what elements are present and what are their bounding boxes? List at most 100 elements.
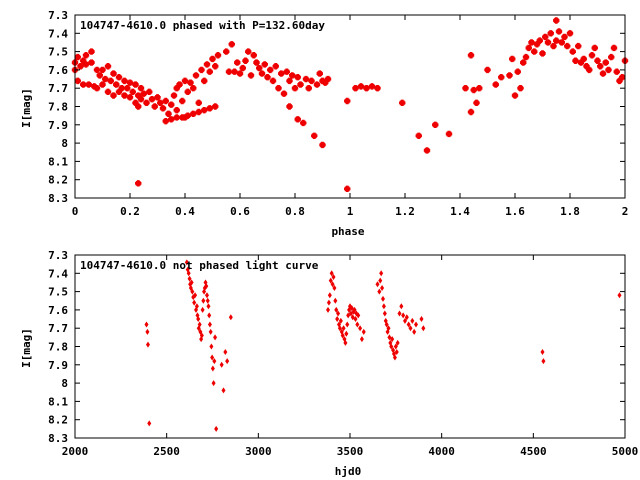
data-point [338,317,343,324]
data-point [597,63,604,70]
data-point [476,85,483,92]
data-point [569,48,576,55]
y-tick-label: 8.2 [48,414,68,427]
data-point [99,66,106,74]
data-point [613,68,620,75]
data-point [286,77,293,85]
data-point [214,52,222,59]
data-point [300,119,307,127]
data-point [82,61,90,68]
y-tick-label: 7.7 [48,322,68,335]
data-point [186,270,191,277]
data-point [540,348,545,355]
data-point [506,72,513,79]
data-point [547,30,554,37]
phased-x-ticks: 0 0.2 0.4 0.6 0.8 1 1.2 1.4 1.6 1.8 2 [72,15,629,218]
data-point [291,85,299,92]
data-point [355,321,360,328]
data-point [104,63,112,70]
data-point [225,68,233,75]
data-point [151,103,158,110]
data-point [397,310,402,317]
data-point [135,103,142,110]
x-tick-label: 5000 [612,445,639,458]
data-point [140,90,147,97]
y-tick-label: 8 [61,377,68,390]
data-point [208,328,213,335]
y-tick-label: 7.7 [48,82,68,95]
data-point [189,279,194,286]
data-point [294,74,301,81]
data-point [96,72,103,79]
x-tick-label: 2 [622,205,629,218]
phased-plot: 0 0.2 0.4 0.6 0.8 1 1.2 1.4 1.6 1.8 2 7.3 7.4 7.5 7.6… [20,9,628,238]
data-point [421,325,426,332]
x-tick-label: 1.8 [560,205,580,218]
data-point [280,90,288,97]
data-point [525,44,532,52]
data-point [192,299,197,306]
data-point [143,99,150,107]
data-point [129,88,136,96]
data-point [498,74,505,81]
data-point [336,310,341,317]
data-point [536,37,543,44]
data-point [99,81,106,88]
data-point [223,48,230,55]
data-point [511,92,519,99]
data-point [572,57,579,64]
data-point [272,63,279,70]
y-tick-label: 7.4 [48,27,68,40]
data-point [462,85,469,92]
data-point [162,97,169,105]
data-point [605,66,612,74]
data-point [179,97,186,105]
data-point [85,81,92,88]
data-point [192,72,200,79]
y-tick-label: 8.3 [48,432,68,445]
data-point [544,39,552,46]
unphased-y-axis-label: I[mag] [20,328,33,368]
data-point [384,321,389,328]
data-point [77,63,84,70]
data-point [80,81,87,88]
data-point [514,68,521,75]
data-point [137,95,145,103]
data-point [213,334,218,341]
data-point [206,303,211,310]
data-point [256,64,263,72]
data-point [343,339,348,346]
data-point [326,306,330,313]
data-point [330,281,335,288]
x-tick-label: 4000 [428,445,455,458]
data-point [394,348,399,355]
data-point [203,61,211,68]
data-point [392,354,397,361]
data-point [375,281,380,288]
data-point [289,72,296,79]
data-point [245,48,252,55]
y-tick-label: 8.3 [48,192,68,205]
data-point [297,81,304,88]
data-point [184,112,191,119]
unphased-y-ticks: 7.3 7.4 7.5 7.6 7.7 7.8 7.9 8 8.1 8.2 8.3 [48,249,625,445]
data-point [341,325,346,332]
data-point [608,53,615,61]
data-point [337,325,342,332]
data-point [316,70,323,77]
data-point [197,321,202,328]
data-point [558,39,565,46]
data-point [410,317,415,324]
data-point [302,75,310,83]
x-tick-label: 1 [347,205,354,218]
unphased-x-ticks: 2000 2500 3000 3500 4000 4500 5000 [62,255,639,458]
data-point [179,114,186,121]
x-tick-label: 0.4 [175,205,195,218]
data-point [329,270,334,277]
y-tick-label: 7.3 [48,249,68,262]
data-point [564,42,571,50]
data-point [206,105,213,112]
data-point [610,44,618,52]
data-point [234,59,241,66]
